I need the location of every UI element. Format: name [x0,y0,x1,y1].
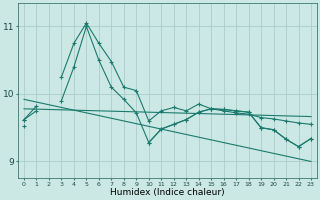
X-axis label: Humidex (Indice chaleur): Humidex (Indice chaleur) [110,188,225,197]
